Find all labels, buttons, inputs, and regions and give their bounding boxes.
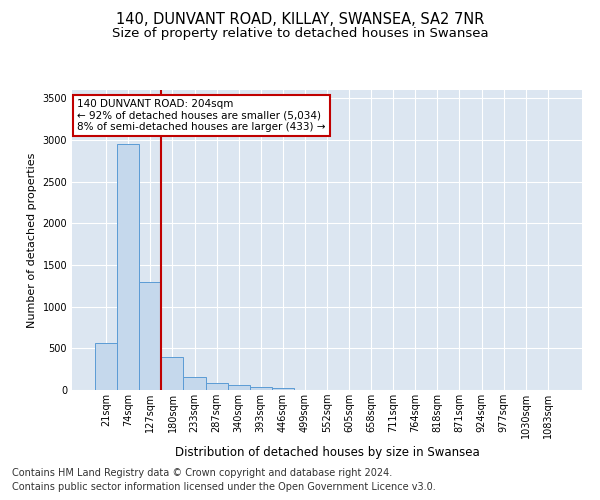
Text: 140, DUNVANT ROAD, KILLAY, SWANSEA, SA2 7NR: 140, DUNVANT ROAD, KILLAY, SWANSEA, SA2 … <box>116 12 484 28</box>
Bar <box>250 386 272 390</box>
Text: Contains public sector information licensed under the Open Government Licence v3: Contains public sector information licen… <box>12 482 436 492</box>
Text: 140 DUNVANT ROAD: 204sqm
← 92% of detached houses are smaller (5,034)
8% of semi: 140 DUNVANT ROAD: 204sqm ← 92% of detach… <box>77 99 326 132</box>
Text: Contains HM Land Registry data © Crown copyright and database right 2024.: Contains HM Land Registry data © Crown c… <box>12 468 392 477</box>
Bar <box>117 144 139 390</box>
Bar <box>95 344 117 390</box>
Bar <box>272 388 294 390</box>
Y-axis label: Number of detached properties: Number of detached properties <box>27 152 37 328</box>
Bar <box>184 376 206 390</box>
Bar <box>161 356 184 390</box>
X-axis label: Distribution of detached houses by size in Swansea: Distribution of detached houses by size … <box>175 446 479 460</box>
Bar <box>206 382 227 390</box>
Text: Size of property relative to detached houses in Swansea: Size of property relative to detached ho… <box>112 28 488 40</box>
Bar <box>139 282 161 390</box>
Bar <box>227 385 250 390</box>
